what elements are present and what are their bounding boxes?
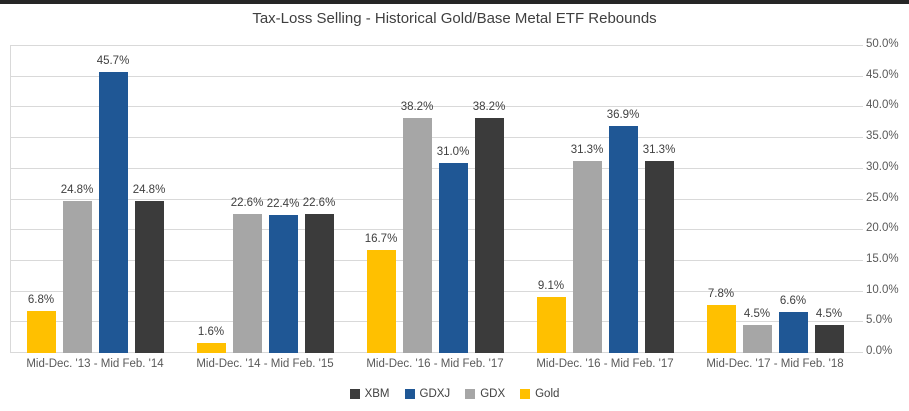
legend-item-xbm: XBM (349, 388, 390, 400)
gridline (10, 290, 863, 292)
bar-gold (366, 250, 396, 353)
bar-value-label: 31.0% (436, 145, 470, 158)
bar-value-label: 24.8% (60, 183, 94, 196)
bar-value-label: 38.2% (472, 101, 506, 114)
bar-gold (706, 305, 736, 353)
bar-xbm (814, 325, 844, 353)
y-axis-line (10, 46, 11, 353)
x-axis-category-label: Mid-Dec. '14 - Mid Feb. '15 (196, 358, 334, 370)
bar-gdx (572, 160, 602, 353)
legend-swatch-gdx (465, 389, 476, 399)
x-axis-category-label: Mid-Dec. '13 - Mid Feb. '14 (26, 358, 164, 370)
y-axis-tick-label: 45.0% (866, 68, 899, 81)
bar-gdxj (98, 72, 128, 353)
bar-value-label: 4.5% (815, 308, 843, 321)
bar-gdx (62, 200, 92, 353)
bar-gdxj (778, 312, 808, 353)
gridline (10, 321, 863, 323)
y-axis-tick-label: 25.0% (866, 191, 899, 204)
bar-value-label: 6.8% (27, 294, 55, 307)
x-axis-category-label: Mid-Dec. '16 - Mid Feb. '17 (536, 358, 674, 370)
legend-label: Gold (535, 388, 560, 400)
gridline (10, 137, 863, 139)
bar-gdx (742, 325, 772, 353)
legend-label: GDX (480, 388, 506, 400)
gridline (10, 198, 863, 200)
gridline (10, 75, 863, 77)
bar-value-label: 6.6% (779, 295, 807, 308)
bar-value-label: 22.6% (302, 197, 336, 210)
x-axis-category-label: Mid-Dec. '17 - Mid Feb. '18 (706, 358, 844, 370)
bar-value-label: 4.5% (743, 308, 771, 321)
bar-xbm (644, 160, 674, 353)
legend-label: XBM (364, 388, 390, 400)
y-axis-tick-label: 0.0% (866, 345, 893, 357)
legend-swatch-xbm (349, 389, 360, 399)
bar-gdxj (608, 126, 638, 353)
gridline (10, 229, 863, 231)
y-axis-tick-label: 35.0% (866, 130, 899, 143)
bar-value-label: 1.6% (197, 326, 225, 339)
bar-gold (196, 343, 226, 353)
bar-xbm (134, 200, 164, 353)
bar-gold (26, 311, 56, 353)
y-axis-tick-label: 50.0% (866, 38, 899, 50)
gridline (10, 352, 863, 353)
gridline (10, 259, 863, 261)
bar-gold (536, 297, 566, 353)
x-axis-category-label: Mid-Dec. '16 - Mid Feb. '17 (366, 358, 504, 370)
bar-value-label: 16.7% (364, 233, 398, 246)
top-border-strip (0, 0, 909, 4)
legend-swatch-gold (520, 389, 531, 399)
bar-value-label: 38.2% (400, 101, 434, 114)
legend-item-gold: Gold (520, 388, 559, 400)
bar-value-label: 45.7% (96, 55, 130, 68)
chart-title: Tax-Loss Selling - Historical Gold/Base … (252, 10, 657, 27)
legend: XBM GDXJ GDX Gold (0, 388, 909, 400)
y-axis-tick-label: 5.0% (866, 314, 893, 327)
bar-value-label: 31.3% (642, 143, 676, 156)
bar-gdx (402, 118, 432, 353)
bar-xbm (304, 214, 334, 353)
bar-value-label: 9.1% (537, 280, 565, 293)
legend-label: GDXJ (419, 388, 451, 400)
y-axis-tick-label: 10.0% (866, 283, 899, 296)
gridline (10, 106, 863, 108)
bar-gdxj (268, 215, 298, 353)
bar-value-label: 24.8% (132, 183, 166, 196)
gridline (10, 45, 863, 46)
legend-item-gdx: GDX (465, 388, 505, 400)
bar-value-label: 7.8% (707, 288, 735, 301)
y-axis-tick-label: 20.0% (866, 222, 899, 235)
bar-gdx (232, 214, 262, 353)
gridline (10, 167, 863, 169)
legend-swatch-gdxj (404, 389, 415, 399)
bar-value-label: 22.6% (230, 197, 264, 210)
bar-xbm (474, 118, 504, 353)
bar-gdxj (438, 162, 468, 353)
y-axis-tick-label: 15.0% (866, 252, 899, 265)
y-axis-tick-label: 40.0% (866, 99, 899, 112)
y-axis-tick-label: 30.0% (866, 160, 899, 173)
bar-value-label: 36.9% (606, 109, 640, 122)
bar-value-label: 31.3% (570, 143, 604, 156)
bar-value-label: 22.4% (266, 198, 300, 211)
legend-item-gdxj: GDXJ (404, 388, 451, 400)
